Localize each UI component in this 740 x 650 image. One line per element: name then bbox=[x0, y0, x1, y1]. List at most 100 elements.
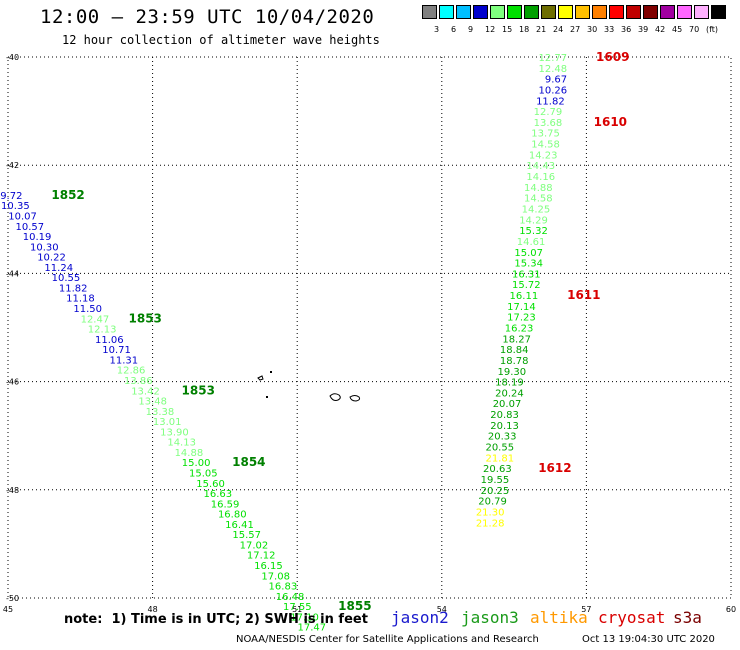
legend-label: 3 bbox=[434, 25, 440, 34]
wave-height-value: 11.50 bbox=[73, 304, 102, 315]
wave-height-value: 13.38 bbox=[146, 407, 175, 418]
wave-height-value: 16.11 bbox=[510, 291, 539, 302]
wave-height-value: 16.48 bbox=[276, 592, 305, 603]
wave-height-value: 16.15 bbox=[254, 561, 283, 572]
legend-swatch bbox=[711, 5, 726, 19]
lat-tick-label: -48 bbox=[6, 486, 19, 495]
wave-height-value: 14.13 bbox=[167, 438, 196, 449]
wave-height-value: 10.26 bbox=[538, 85, 567, 96]
wave-height-value: 16.83 bbox=[269, 582, 298, 593]
legend-swatch bbox=[524, 5, 539, 19]
wave-height-value: 12.13 bbox=[88, 325, 117, 336]
legend-swatch bbox=[456, 5, 471, 19]
wave-height-value: 15.57 bbox=[232, 530, 261, 541]
wave-height-value: 9.67 bbox=[545, 75, 567, 86]
wave-height-value: 13.86 bbox=[124, 376, 153, 387]
wave-height-value: 15.00 bbox=[182, 458, 211, 469]
lon-tick-label: 51 bbox=[292, 605, 302, 614]
island-shape bbox=[257, 375, 264, 381]
lat-tick-label: -42 bbox=[6, 161, 19, 170]
wave-height-value: 17.10 bbox=[290, 612, 319, 623]
legend-label: 21 bbox=[536, 25, 547, 34]
wave-height-value: 14.61 bbox=[517, 237, 546, 248]
wave-height-value: 20.55 bbox=[485, 443, 514, 454]
lon-tick-label: 60 bbox=[726, 605, 736, 614]
wave-height-value: 17.55 bbox=[283, 602, 312, 613]
wave-height-value: 14.58 bbox=[531, 140, 560, 151]
time-label: 1609 bbox=[596, 50, 629, 64]
legend-swatch bbox=[626, 5, 641, 19]
wave-height-value: 13.42 bbox=[131, 386, 160, 397]
time-label: 1855 bbox=[338, 599, 371, 613]
wave-height-value: 14.88 bbox=[175, 448, 204, 459]
wave-height-value: 17.12 bbox=[247, 551, 276, 562]
wave-height-value: 11.06 bbox=[95, 335, 124, 346]
lon-tick-label: 54 bbox=[437, 605, 447, 614]
wave-height-value: 10.35 bbox=[1, 201, 30, 212]
wave-height-value: 11.24 bbox=[44, 263, 73, 274]
wave-height-value: 12.77 bbox=[538, 53, 567, 64]
legend-label: 45 bbox=[672, 25, 683, 34]
legend-swatch bbox=[422, 5, 437, 19]
wave-height-value: 13.75 bbox=[531, 129, 560, 140]
island-shape bbox=[266, 396, 268, 398]
legend-label: 42 bbox=[655, 25, 666, 34]
wave-height-value: 16.41 bbox=[225, 520, 254, 531]
legend-label: (ft) bbox=[706, 25, 719, 34]
legend-label: 15 bbox=[502, 25, 513, 34]
satellite-jason2: jason2 bbox=[391, 608, 449, 627]
wave-height-value: 14.88 bbox=[524, 183, 553, 194]
island-shape bbox=[349, 395, 361, 402]
graticule: 45 48 51 54 57 60 -40 -42 -44 -46 -48 -50 bbox=[3, 53, 736, 614]
legend-swatch bbox=[507, 5, 522, 19]
time-label: 1853 bbox=[182, 383, 215, 397]
lat-tick-label: -44 bbox=[6, 269, 19, 278]
wave-height-value: 20.79 bbox=[478, 497, 507, 508]
legend-label: 6 bbox=[451, 25, 457, 34]
wave-height-value: 18.19 bbox=[495, 378, 524, 389]
wave-height-value: 14.29 bbox=[519, 215, 548, 226]
legend-label: 30 bbox=[587, 25, 598, 34]
legend-label: 12 bbox=[485, 25, 496, 34]
legend-label: 70 bbox=[689, 25, 700, 34]
legend-swatch bbox=[541, 5, 556, 19]
footer-timestamp: Oct 13 19:04:30 UTC 2020 bbox=[582, 634, 715, 645]
wave-height-value: 16.59 bbox=[211, 499, 240, 510]
wave-height-value: 20.83 bbox=[490, 410, 519, 421]
lat-tick-label: -50 bbox=[6, 594, 19, 603]
satellite-s3a: s3a bbox=[673, 608, 702, 627]
wave-height-value: 21.30 bbox=[476, 507, 505, 518]
wave-height-points: 9.7210.3510.0710.5710.1910.3010.2211.241… bbox=[0, 53, 567, 634]
island-shape bbox=[329, 393, 341, 401]
wave-height-value: 12.86 bbox=[117, 366, 146, 377]
wave-height-value: 20.33 bbox=[488, 432, 517, 443]
wave-height-value: 10.22 bbox=[37, 253, 66, 264]
note-text: note: 1) Time is in UTC; 2) SWH is in fe… bbox=[64, 612, 368, 627]
legend-swatch bbox=[609, 5, 624, 19]
wave-height-value: 13.01 bbox=[153, 417, 182, 428]
wave-height-value: 10.19 bbox=[23, 232, 52, 243]
wave-height-value: 14.43 bbox=[526, 161, 555, 172]
island-shape bbox=[270, 371, 272, 373]
wave-height-value: 10.57 bbox=[16, 222, 45, 233]
wave-height-value: 12.47 bbox=[81, 314, 110, 325]
lat-tick-label: -46 bbox=[6, 378, 19, 387]
wave-height-value: 19.55 bbox=[481, 475, 510, 486]
lat-tick-label: -40 bbox=[6, 53, 19, 62]
time-label: 1853 bbox=[129, 311, 162, 325]
wave-height-value: 15.07 bbox=[514, 248, 543, 259]
legend-label: 9 bbox=[468, 25, 474, 34]
wave-height-value: 13.48 bbox=[138, 397, 167, 408]
wave-height-value: 15.32 bbox=[519, 226, 548, 237]
map-title: 12:00 – 23:59 UTC 10/04/2020 bbox=[40, 6, 375, 28]
legend-swatch bbox=[660, 5, 675, 19]
wave-height-value: 20.24 bbox=[495, 388, 524, 399]
wave-height-value: 14.23 bbox=[529, 150, 558, 161]
wave-height-value: 20.13 bbox=[490, 421, 519, 432]
wave-height-value: 15.05 bbox=[189, 468, 218, 479]
wave-height-value: 10.55 bbox=[52, 273, 81, 284]
time-label: 1612 bbox=[538, 461, 571, 475]
lon-tick-label: 45 bbox=[3, 605, 13, 614]
wave-height-value: 11.82 bbox=[59, 283, 88, 294]
satellite-altika: altika bbox=[530, 608, 588, 627]
